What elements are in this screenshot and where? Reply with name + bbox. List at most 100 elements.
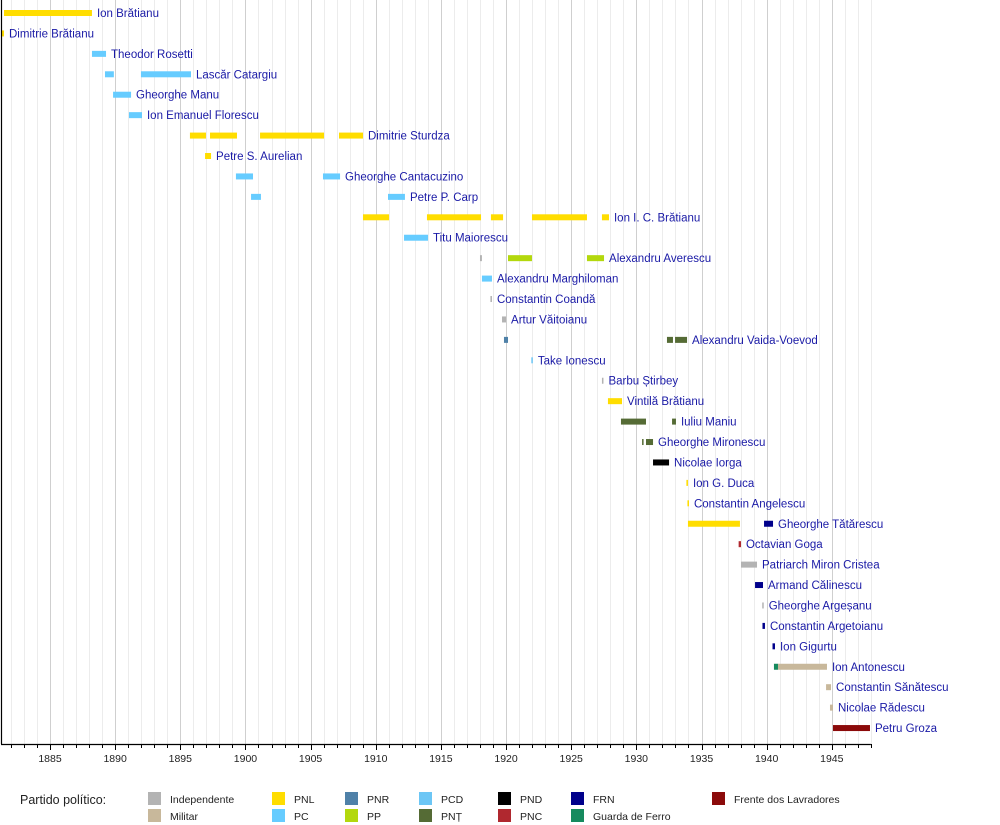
legend-entry: PNL <box>272 792 315 806</box>
term-bar <box>362 214 390 221</box>
term-bar <box>205 153 212 160</box>
legend-label: PP <box>367 811 381 823</box>
prime-minister-label: Constantin Argetoianu <box>770 621 883 633</box>
term-bar <box>738 541 741 548</box>
term-bar <box>91 50 107 57</box>
legend-entry: Militar <box>148 809 199 823</box>
prime-minister-label: Artur Văitoianu <box>511 314 587 326</box>
legend-swatch <box>712 792 725 805</box>
term-bar <box>113 91 132 98</box>
x-tick-label: 1910 <box>364 753 388 765</box>
legend-swatch <box>571 809 584 822</box>
term-bar <box>773 663 778 670</box>
term-bar <box>508 255 532 262</box>
prime-minister-label: Vintilă Brătianu <box>627 396 704 408</box>
term-bar <box>826 684 832 691</box>
term-bar <box>339 132 363 139</box>
prime-minister-label: Patriarch Miron Cristea <box>762 560 880 572</box>
term-bar <box>4 10 92 16</box>
prime-minister-label: Ion G. Duca <box>693 478 755 490</box>
term-bars <box>1 10 870 732</box>
prime-minister-label: Ion I. C. Brătianu <box>614 212 700 224</box>
legend-label: PC <box>294 811 309 823</box>
prime-minister-label: Gheorghe Manu <box>136 90 219 102</box>
prime-minister-label: Alexandru Averescu <box>609 253 711 265</box>
prime-minister-label: Petre P. Carp <box>410 192 478 204</box>
legend-swatch <box>498 792 511 805</box>
term-bar <box>764 520 774 527</box>
term-bar <box>762 602 764 609</box>
term-bar <box>645 439 654 446</box>
legend-label: PNC <box>520 811 543 823</box>
term-bar <box>426 214 482 221</box>
legend-title: Partido político: <box>20 793 106 807</box>
term-bar <box>1 30 5 37</box>
prime-minister-label: Ion Gigurtu <box>780 641 837 653</box>
prime-minister-label: Constantin Sănătescu <box>836 682 949 694</box>
term-bar <box>481 275 492 282</box>
term-bar <box>666 336 673 343</box>
term-bar <box>490 296 492 303</box>
prime-minister-label: Petru Groza <box>875 723 938 735</box>
term-bar <box>479 255 482 262</box>
term-bar <box>687 500 689 507</box>
x-tick-label: 1900 <box>234 753 258 765</box>
prime-minister-label: Constantin Angelescu <box>694 498 805 510</box>
term-bar <box>675 336 688 343</box>
prime-minister-label: Alexandru Vaida-Voevod <box>692 335 818 347</box>
legend-entry: PC <box>272 809 309 823</box>
term-bar <box>531 357 533 364</box>
term-bar <box>762 622 765 629</box>
legend-entry: FRN <box>571 792 615 806</box>
prime-minister-label: Take Ionescu <box>538 355 606 367</box>
prime-minister-label: Alexandru Marghiloman <box>497 274 618 286</box>
term-bar <box>503 336 509 343</box>
term-bar <box>607 398 623 405</box>
x-tick-label: 1935 <box>690 753 714 765</box>
prime-minister-label: Gheorghe Argeșanu <box>769 600 872 612</box>
prime-minister-label: Iuliu Maniu <box>681 417 737 429</box>
legend-label: Independente <box>170 794 234 806</box>
legend-entry: Independente <box>148 792 234 806</box>
term-bar <box>104 71 114 78</box>
legend-swatch <box>148 792 161 805</box>
prime-minister-label: Petre S. Aurelian <box>216 151 302 163</box>
prime-minister-label: Octavian Goga <box>746 539 823 551</box>
prime-minister-label: Lascăr Catargiu <box>196 69 277 81</box>
term-bar <box>128 112 142 119</box>
legend-swatch <box>148 809 161 822</box>
prime-minister-label: Titu Maiorescu <box>433 233 508 245</box>
legend-label: PND <box>520 794 543 806</box>
gridlines <box>11 0 872 744</box>
legend-entry: PP <box>345 809 381 823</box>
x-axis: 1885 1890 1895 1900 1905 1910 1915 1920 1925 1930… <box>0 0 872 765</box>
prime-minister-label: Gheorghe Tătărescu <box>778 519 883 531</box>
term-bar <box>235 173 254 180</box>
legend-swatch <box>419 792 432 805</box>
term-bar <box>642 439 644 446</box>
prime-minister-label: Theodor Rosetti <box>111 49 193 61</box>
term-bar <box>251 193 261 200</box>
term-bar <box>740 561 758 568</box>
x-tick-label: 1915 <box>429 753 453 765</box>
legend-label: PNL <box>294 794 315 806</box>
legend-entry: PNR <box>345 792 390 806</box>
x-tick-label: 1885 <box>38 753 62 765</box>
term-bar <box>772 643 775 650</box>
legend-swatch <box>498 809 511 822</box>
legend-label: Militar <box>170 811 199 823</box>
term-bar <box>755 582 763 589</box>
prime-minister-label: Ion Antonescu <box>832 662 905 674</box>
term-bar <box>490 214 504 221</box>
term-bar <box>388 193 405 200</box>
term-bar <box>601 377 604 384</box>
term-bar <box>620 418 646 425</box>
legend-entry: PCD <box>419 792 464 806</box>
x-tick-label: 1890 <box>103 753 127 765</box>
prime-minister-label: Gheorghe Mironescu <box>658 437 765 449</box>
legend-label: PNR <box>367 794 390 806</box>
legend-label: PCD <box>441 794 464 806</box>
legend-swatch <box>272 792 285 805</box>
prime-minister-label: Ion Brătianu <box>97 8 159 20</box>
